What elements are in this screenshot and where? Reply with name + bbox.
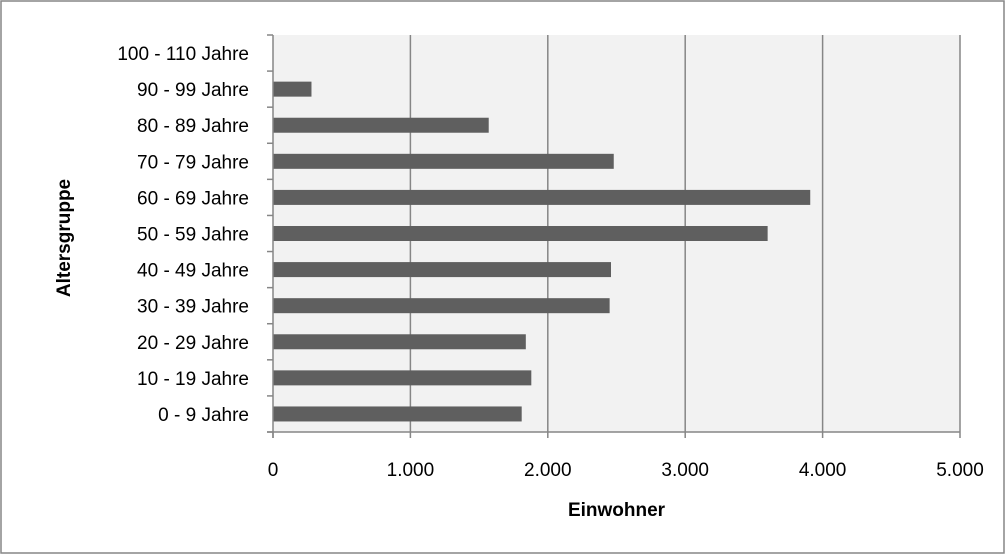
y-axis-title: Altersgruppe <box>54 179 75 297</box>
bar-0-9-jahre <box>273 406 522 422</box>
bars <box>273 81 811 422</box>
x-axis-title: Einwohner <box>568 500 666 521</box>
y-tick-label-80-89-jahre: 80 - 89 Jahre <box>137 116 249 137</box>
bar-40-49-jahre <box>273 262 612 278</box>
bar-20-29-jahre <box>273 334 526 350</box>
bar-10-19-jahre <box>273 370 532 386</box>
bar-60-69-jahre <box>273 189 811 205</box>
y-tick-label-40-49-jahre: 40 - 49 Jahre <box>137 261 249 282</box>
bar-90-99-jahre <box>273 81 312 97</box>
y-tick-label-70-79-jahre: 70 - 79 Jahre <box>137 152 249 173</box>
x-tick-label-2: 2.000 <box>524 460 572 481</box>
bar-30-39-jahre <box>273 298 610 314</box>
bar-50-59-jahre <box>273 226 768 241</box>
x-tick-label-5: 5.000 <box>936 460 984 481</box>
y-tick-label-60-69-jahre: 60 - 69 Jahre <box>137 188 249 209</box>
x-tick-label-1: 1.000 <box>387 460 435 481</box>
y-tick-label-100-110-jahre: 100 - 110 Jahre <box>117 44 249 65</box>
y-tick-label-20-29-jahre: 20 - 29 Jahre <box>137 333 249 354</box>
y-tick-label-90-99-jahre: 90 - 99 Jahre <box>137 80 249 101</box>
tick-labels: 0 - 9 Jahre 10 - 19 Jahre 20 - 29 Jahre 30 … <box>117 44 983 481</box>
x-tick-label-0: 0 <box>268 460 279 481</box>
y-tick-label-0-9-jahre: 0 - 9 Jahre <box>158 405 249 426</box>
axes <box>267 34 961 438</box>
x-tick-label-3: 3.000 <box>661 460 709 481</box>
y-tick-label-30-39-jahre: 30 - 39 Jahre <box>137 297 249 318</box>
bar-80-89-jahre <box>273 117 489 133</box>
y-tick-label-10-19-jahre: 10 - 19 Jahre <box>137 369 249 390</box>
bar-70-79-jahre <box>273 153 614 169</box>
x-tick-label-4: 4.000 <box>799 460 847 481</box>
y-tick-label-50-59-jahre: 50 - 59 Jahre <box>137 225 249 246</box>
